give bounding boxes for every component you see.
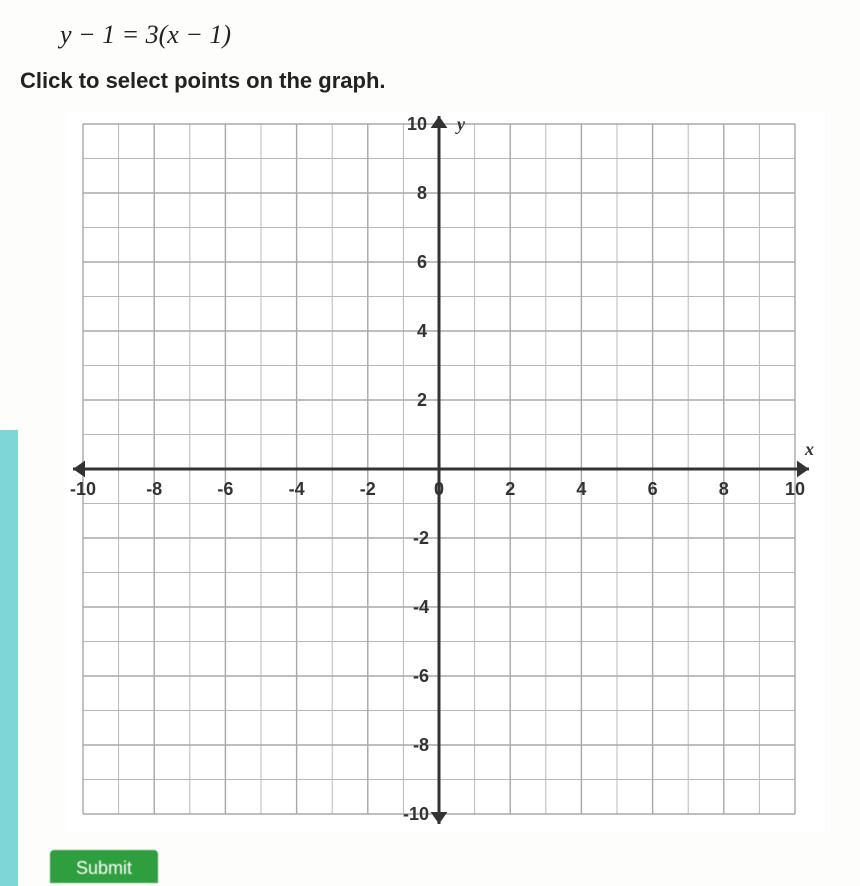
svg-text:-4: -4 — [413, 597, 429, 617]
svg-text:-6: -6 — [217, 479, 233, 499]
svg-text:2: 2 — [417, 390, 427, 410]
graph-canvas[interactable]: y x -10 -8 -6 -4 -2 0 2 4 6 8 10 10 8 6 4 2 -2 -4 -6 -8 -10 — [65, 112, 825, 832]
submit-button[interactable]: Submit — [50, 850, 158, 883]
svg-text:10: 10 — [785, 479, 805, 499]
svg-text:4: 4 — [417, 321, 427, 341]
svg-text:10: 10 — [407, 114, 427, 134]
decorative-left-strip — [0, 430, 18, 886]
instruction-text: Click to select points on the graph. — [20, 68, 860, 94]
svg-text:x: x — [804, 439, 814, 459]
svg-text:-2: -2 — [360, 479, 376, 499]
svg-text:-6: -6 — [413, 666, 429, 686]
svg-text:8: 8 — [719, 479, 729, 499]
svg-text:-10: -10 — [403, 804, 429, 824]
equation-text: y − 1 = 3(x − 1) — [60, 20, 860, 50]
svg-text:8: 8 — [417, 183, 427, 203]
svg-text:4: 4 — [576, 479, 586, 499]
svg-text:-8: -8 — [146, 479, 162, 499]
svg-text:-8: -8 — [413, 735, 429, 755]
svg-text:0: 0 — [434, 479, 444, 499]
svg-text:-2: -2 — [413, 528, 429, 548]
svg-text:-4: -4 — [289, 479, 305, 499]
coordinate-graph[interactable]: y x -10 -8 -6 -4 -2 0 2 4 6 8 10 10 8 6 4 2 -2 -4 -6 -8 -10 — [65, 112, 860, 837]
svg-text:2: 2 — [505, 479, 515, 499]
svg-text:-10: -10 — [70, 479, 96, 499]
svg-text:6: 6 — [648, 479, 658, 499]
svg-text:y: y — [455, 114, 466, 134]
svg-text:6: 6 — [417, 252, 427, 272]
